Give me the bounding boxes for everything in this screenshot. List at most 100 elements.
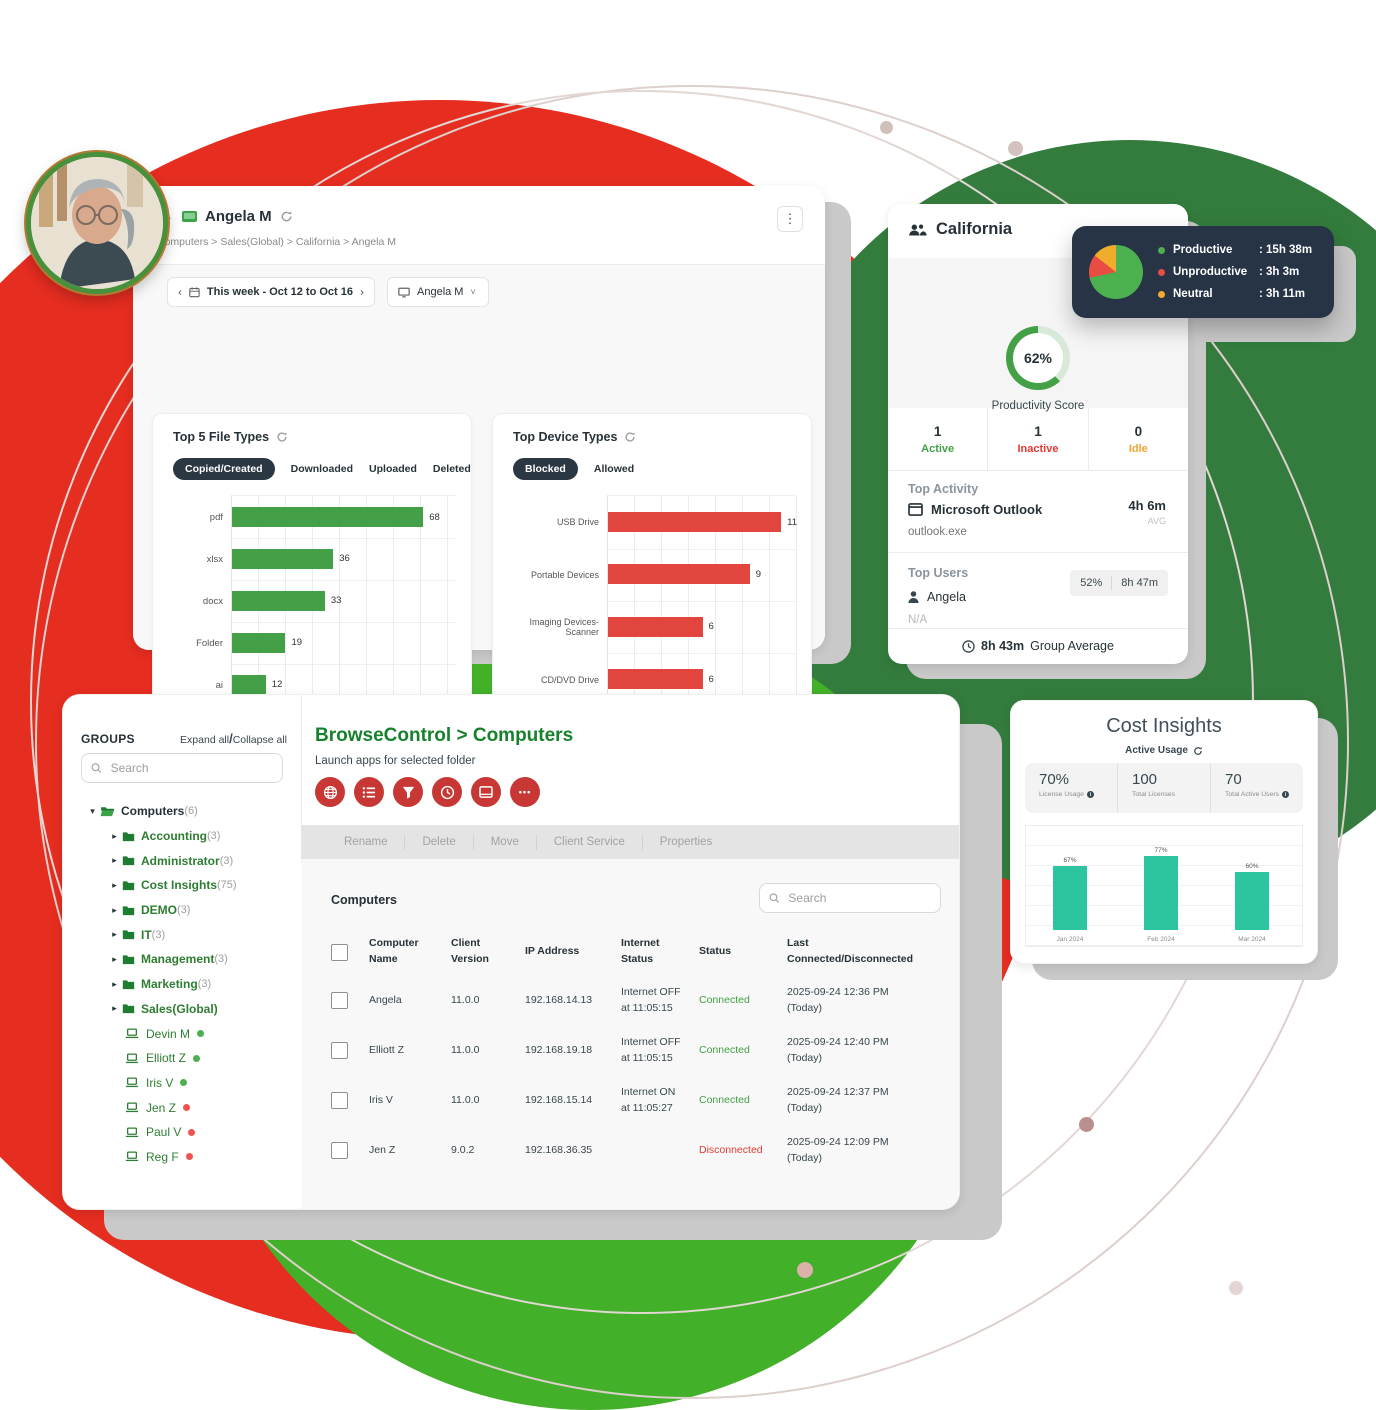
client-service-button[interactable]: Client Service	[537, 834, 643, 850]
chevron-left-icon[interactable]: ‹	[178, 285, 182, 299]
clock-icon	[962, 639, 975, 653]
stat-inactive: 1 Inactive	[987, 408, 1087, 470]
table-search-input[interactable]	[786, 890, 931, 906]
bar	[232, 590, 325, 611]
table-toolbar: Rename Delete Move Client Service Proper…	[301, 825, 959, 859]
tree-collapsed-icon[interactable]: ▸	[112, 904, 117, 915]
tree-item-elliott-z[interactable]: Elliott Z	[63, 1046, 301, 1071]
tree-expanded-icon[interactable]: ▾	[90, 805, 95, 816]
tree-item-reg-f[interactable]: Reg F	[63, 1145, 301, 1170]
device-selector[interactable]: Angela M ˅	[387, 277, 489, 307]
table-area	[301, 859, 959, 1209]
laptop-icon	[125, 1127, 139, 1137]
rename-button[interactable]: Rename	[327, 834, 406, 850]
tree-item-accounting[interactable]: ▸ Accounting (3)	[63, 824, 301, 849]
tree-item-administrator[interactable]: ▸ Administrator (3)	[63, 848, 301, 873]
row-checkbox[interactable]	[331, 1141, 348, 1159]
tree-item-paul-v[interactable]: Paul V	[63, 1120, 301, 1145]
expand-all-link[interactable]: Expand all	[180, 734, 230, 746]
filter-button[interactable]	[393, 777, 423, 807]
table-row: Elliott Z 11.0.0 192.168.19.18 Internet …	[331, 1025, 939, 1075]
info-icon[interactable]: i	[1282, 791, 1290, 798]
top-user-empty: N/A	[908, 614, 928, 626]
date-range-picker[interactable]: ‹ This week - Oct 12 to Oct 16 ›	[167, 277, 375, 307]
bar	[608, 564, 750, 585]
device-selector-label: Angela M	[417, 286, 464, 298]
window-button[interactable]	[471, 777, 501, 807]
expand-collapse-links: Expand all/Collapse all	[180, 731, 287, 746]
tree-collapsed-icon[interactable]: ▸	[112, 879, 117, 890]
group-icon	[909, 224, 927, 236]
chevron-right-icon[interactable]: ›	[360, 285, 364, 299]
bar	[1144, 856, 1178, 930]
select-all-checkbox[interactable]	[331, 943, 348, 961]
move-button[interactable]: Move	[474, 834, 537, 850]
stat-active: 1 Active	[921, 423, 955, 455]
active-usage-chart: 67% 77% 60% Jan 2024 Feb 2024 Mar 2024	[1025, 825, 1303, 947]
sidebar-search[interactable]	[81, 753, 283, 783]
tree-item-sales-global[interactable]: ▸ Sales(Global)	[63, 997, 301, 1022]
app-window-icon	[908, 503, 923, 516]
folder-icon	[122, 905, 135, 915]
file-types-card: Top 5 File Types Copied/Created Download…	[152, 413, 472, 715]
tab-deleted[interactable]: Deleted	[432, 463, 471, 475]
refresh-icon[interactable]	[1193, 746, 1203, 756]
properties-button[interactable]: Properties	[659, 835, 713, 848]
info-icon[interactable]: i	[1086, 791, 1094, 798]
tab-copied-created[interactable]: Copied/Created	[173, 458, 275, 480]
page-title: Angela M	[205, 207, 272, 225]
card-title: Top 5 File Types	[173, 430, 270, 444]
groups-sidebar: GROUPS Expand all/Collapse all ▾ Compute…	[63, 695, 302, 1209]
tree-item-iris-v[interactable]: Iris V	[63, 1071, 301, 1096]
activity-panel-body: ‹ This week - Oct 12 to Oct 16 › Angela …	[133, 264, 825, 715]
tree-collapsed-icon[interactable]: ▸	[112, 830, 117, 841]
more-apps-button[interactable]: •••	[510, 777, 540, 807]
browsecontrol-web-button[interactable]	[315, 777, 345, 807]
tree-item-demo[interactable]: ▸ DEMO (3)	[63, 898, 301, 923]
tree-item-devin-m[interactable]: Devin M	[63, 1021, 301, 1046]
refresh-icon[interactable]	[280, 210, 293, 223]
productivity-pie-chart	[1089, 245, 1143, 299]
tree-item-cost-insights[interactable]: ▸ Cost Insights (75)	[63, 873, 301, 898]
delete-button[interactable]: Delete	[405, 834, 474, 850]
chevron-down-icon: ˅	[470, 287, 476, 297]
table-search[interactable]	[759, 883, 941, 913]
app-list-button[interactable]	[354, 777, 384, 807]
top-user-metrics: 52% 8h 47m	[1070, 570, 1168, 596]
tree-item-it[interactable]: ▸ IT (3)	[63, 922, 301, 947]
row-checkbox[interactable]	[331, 1091, 348, 1109]
more-menu-button[interactable]: ⋮	[777, 206, 803, 232]
tab-uploaded[interactable]: Uploaded	[369, 463, 417, 475]
tree-item-marketing[interactable]: ▸ Marketing (3)	[63, 972, 301, 997]
tree-collapsed-icon[interactable]: ▸	[112, 978, 117, 989]
page-subtitle: Launch apps for selected folder	[315, 755, 476, 767]
top-users-heading: Top Users	[908, 566, 969, 580]
tree-collapsed-icon[interactable]: ▸	[112, 953, 117, 964]
refresh-icon[interactable]	[624, 431, 636, 443]
top-activity-process: outlook.exe	[908, 526, 967, 538]
tree-item-jen-z[interactable]: Jen Z	[63, 1095, 301, 1120]
breadcrumb: Computers > Sales(Global) > California >…	[157, 236, 396, 248]
tree-collapsed-icon[interactable]: ▸	[112, 1003, 117, 1014]
tree-collapsed-icon[interactable]: ▸	[112, 855, 117, 866]
refresh-icon[interactable]	[276, 431, 288, 443]
tab-allowed[interactable]: Allowed	[593, 463, 635, 475]
row-checkbox[interactable]	[331, 1041, 348, 1059]
tree-item-management[interactable]: ▸ Management (3)	[63, 947, 301, 972]
tree-collapsed-icon[interactable]: ▸	[112, 929, 117, 940]
tab-downloaded[interactable]: Downloaded	[290, 463, 354, 475]
row-checkbox[interactable]	[331, 991, 348, 1009]
file-types-chart: pdf 68 xlsx 36 docx 33 Folder 19 ai 12	[167, 495, 457, 707]
score-value: 62%	[1023, 350, 1053, 366]
sidebar-search-input[interactable]	[108, 760, 273, 776]
bar	[608, 616, 703, 637]
tab-blocked[interactable]: Blocked	[513, 458, 578, 480]
top-activity-app: Microsoft Outlook	[908, 502, 1042, 517]
folder-icon	[122, 881, 135, 891]
window-icon	[479, 786, 493, 798]
group-title: California	[936, 220, 1013, 238]
tree-item-computers[interactable]: ▾ Computers (6)	[63, 799, 301, 824]
collapse-all-link[interactable]: Collapse all	[232, 734, 287, 746]
score-label: Productivity Score	[991, 400, 1085, 412]
schedule-button[interactable]	[432, 777, 462, 807]
